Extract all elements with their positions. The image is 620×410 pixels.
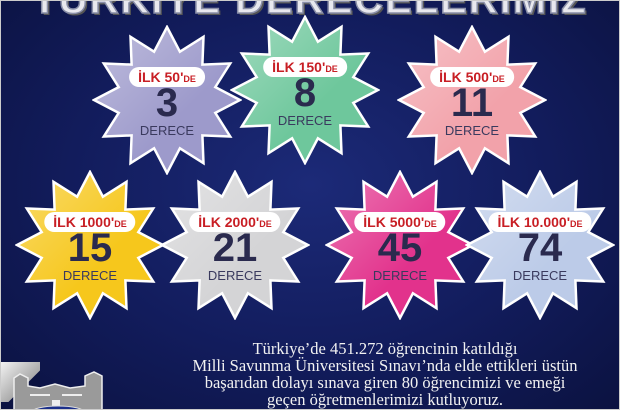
rank-label: İLK 500' (439, 69, 493, 85)
star-shape (230, 15, 380, 165)
poster-title: TÜRKİYE DERECELERİMİZ (32, 0, 588, 23)
rank-label: İLK 150' (272, 59, 326, 75)
degree-count: 21 (212, 226, 258, 270)
rank-suffix: DE (325, 64, 338, 74)
rank-suffix: DE (570, 219, 583, 229)
message-line: başarıdan dolayı sınava giren 80 öğrenci… (204, 373, 566, 392)
rank-star: İLK 2000'DE 21 DERECE (160, 170, 310, 320)
degree-label: DERECE (512, 268, 568, 283)
rank-star: İLK 150'DE 8 DERECE (230, 15, 380, 165)
rank-suffix: DE (492, 74, 505, 84)
rank-star: İLK 50'DE 3 DERECE (92, 25, 242, 175)
degree-count: 15 (67, 226, 113, 270)
star-shape (465, 170, 615, 320)
rank-badge: İLK 50'DE (129, 67, 205, 87)
rank-label: İLK 50' (138, 69, 184, 85)
star-shape (92, 25, 242, 175)
rank-badge: İLK 2000'DE (189, 212, 281, 232)
degree-label: DERECE (277, 113, 333, 128)
degree-label: DERECE (372, 268, 428, 283)
star-shape (15, 170, 165, 320)
message-line: Milli Savunma Üniversitesi Sınavı’nda el… (192, 356, 578, 375)
degree-label: DERECE (62, 268, 118, 283)
rank-label: İLK 1000' (53, 214, 115, 230)
congratulation-message: Türkiye’de 451.272 öğrencinin katıldığı … (150, 340, 620, 408)
degree-label: DERECE (207, 268, 263, 283)
school-building-logo (13, 371, 103, 410)
star-shape (160, 170, 310, 320)
rank-label: İLK 10.000' (497, 214, 571, 230)
star-shape (325, 170, 475, 320)
star-shape (397, 25, 547, 175)
message-line: geçen öğretmenlerimizi kutluyoruz. (267, 390, 503, 409)
rank-label: İLK 2000' (198, 214, 260, 230)
degree-count: 8 (293, 71, 317, 115)
rank-star: İLK 1000'DE 15 DERECE (15, 170, 165, 320)
degree-count: 45 (377, 226, 423, 270)
rank-badge: İLK 150'DE (263, 57, 347, 77)
rank-badge: İLK 500'DE (430, 67, 514, 87)
degree-count: 3 (155, 81, 179, 125)
degree-count: 74 (517, 226, 563, 270)
degree-label: DERECE (444, 123, 500, 138)
rank-suffix: DE (183, 74, 196, 84)
rank-suffix: DE (259, 219, 272, 229)
rank-star: İLK 5000'DE 45 DERECE (325, 170, 475, 320)
rank-badge: İLK 1000'DE (44, 212, 136, 232)
rank-star: İLK 10.000'DE 74 DERECE (465, 170, 615, 320)
degree-count: 11 (450, 81, 494, 125)
rank-star: İLK 500'DE 11 DERECE (397, 25, 547, 175)
rank-suffix: DE (114, 219, 127, 229)
rank-label: İLK 5000' (363, 214, 425, 230)
message-line: Türkiye’de 451.272 öğrencinin katıldığı (252, 339, 518, 358)
rank-badge: İLK 5000'DE (354, 212, 446, 232)
degree-label: DERECE (139, 123, 195, 138)
rank-badge: İLK 10.000'DE (488, 212, 592, 232)
rank-suffix: DE (424, 219, 437, 229)
